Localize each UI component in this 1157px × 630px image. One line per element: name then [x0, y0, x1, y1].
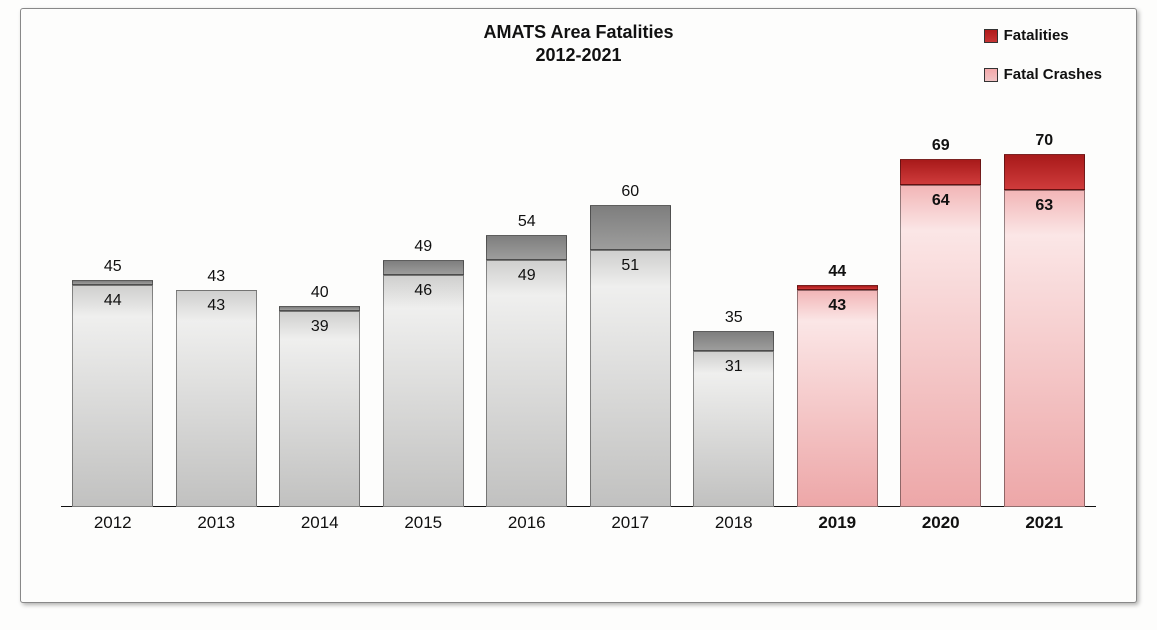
bar-value-fatalities: 69: [900, 137, 981, 155]
legend-item: Fatalities: [984, 27, 1102, 44]
legend-swatch: [984, 68, 998, 82]
bar-group: 49542016: [486, 104, 567, 507]
bar-segment-fatalities: [590, 205, 671, 250]
bar-stack: 6370: [1004, 154, 1085, 507]
x-axis-label: 2019: [797, 513, 878, 533]
bar-value-fatalities: 40: [279, 284, 360, 302]
title-line-2: 2012-2021: [535, 45, 621, 65]
x-axis-label: 2017: [590, 513, 671, 533]
bar-group: 46492015: [383, 104, 464, 507]
bar-value-fatalities: 43: [176, 268, 257, 286]
bar-segment-fatal-crashes: 46: [383, 275, 464, 507]
bar-stack: 3940: [279, 306, 360, 508]
bar-segment-fatal-crashes: 43: [797, 290, 878, 507]
bar-value-fatalities: 60: [590, 183, 671, 201]
x-axis-label: 2013: [176, 513, 257, 533]
bar-group: 44452012: [72, 104, 153, 507]
bar-group: 43432013: [176, 104, 257, 507]
bar-stack: 6469: [900, 159, 981, 507]
bar-segment-fatal-crashes: 31: [693, 351, 774, 507]
bar-value-fatalities: 70: [1004, 132, 1085, 150]
bar-segment-fatal-crashes: 63: [1004, 190, 1085, 507]
bar-segment-fatalities: [279, 306, 360, 311]
chart-title: AMATS Area Fatalities 2012-2021: [21, 21, 1136, 66]
bar-value-crashes: 64: [901, 192, 980, 210]
x-axis-label: 2021: [1004, 513, 1085, 533]
bar-stack: 4954: [486, 235, 567, 507]
bar-value-crashes: 63: [1005, 197, 1084, 215]
bar-value-crashes: 51: [591, 257, 670, 275]
bar-segment-fatalities: [383, 260, 464, 275]
bar-segment-fatalities: [693, 331, 774, 351]
bar-value-crashes: 31: [694, 358, 773, 376]
title-line-1: AMATS Area Fatalities: [483, 22, 673, 42]
x-axis-label: 2020: [900, 513, 981, 533]
bar-value-crashes: 43: [798, 297, 877, 315]
bar-stack: 4343: [176, 290, 257, 507]
bar-value-fatalities: 54: [486, 213, 567, 231]
bar-segment-fatalities: [72, 280, 153, 285]
legend-label: Fatal Crashes: [1004, 66, 1102, 83]
bar-segment-fatal-crashes: 64: [900, 185, 981, 507]
bar-group: 51602017: [590, 104, 671, 507]
bar-segment-fatal-crashes: 49: [486, 260, 567, 507]
legend-label: Fatalities: [1004, 27, 1069, 44]
plot-area: 4445201243432013394020144649201549542016…: [61, 104, 1096, 507]
bar-value-fatalities: 49: [383, 238, 464, 256]
legend: Fatalities Fatal Crashes: [984, 27, 1102, 105]
bar-group: 39402014: [279, 104, 360, 507]
bar-segment-fatalities: [900, 159, 981, 184]
legend-item: Fatal Crashes: [984, 66, 1102, 83]
x-axis-label: 2016: [486, 513, 567, 533]
bar-stack: 3135: [693, 331, 774, 507]
chart-frame: AMATS Area Fatalities 2012-2021 Fatalitie…: [20, 8, 1137, 603]
bar-segment-fatal-crashes: 39: [279, 311, 360, 507]
bar-stack: 4344: [797, 285, 878, 507]
bar-value-crashes: 46: [384, 282, 463, 300]
x-axis-label: 2018: [693, 513, 774, 533]
bar-segment-fatal-crashes: 51: [590, 250, 671, 507]
legend-swatch: [984, 29, 998, 43]
bar-segment-fatalities: [797, 285, 878, 290]
bar-value-fatalities: 45: [72, 258, 153, 276]
bar-value-crashes: 43: [177, 297, 256, 315]
bar-group: 63702021: [1004, 104, 1085, 507]
bar-segment-fatal-crashes: 43: [176, 290, 257, 507]
x-axis-label: 2012: [72, 513, 153, 533]
bar-value-crashes: 44: [73, 292, 152, 310]
x-axis-label: 2014: [279, 513, 360, 533]
bar-stack: 4649: [383, 260, 464, 507]
bar-segment-fatalities: [1004, 154, 1085, 189]
bar-stack: 5160: [590, 205, 671, 507]
bar-stack: 4445: [72, 280, 153, 507]
bar-value-fatalities: 35: [693, 309, 774, 327]
bar-segment-fatalities: [486, 235, 567, 260]
bar-value-fatalities: 44: [797, 263, 878, 281]
bar-value-crashes: 39: [280, 318, 359, 336]
bar-segment-fatal-crashes: 44: [72, 285, 153, 507]
bar-group: 64692020: [900, 104, 981, 507]
x-axis-label: 2015: [383, 513, 464, 533]
bar-group: 31352018: [693, 104, 774, 507]
bar-group: 43442019: [797, 104, 878, 507]
bar-value-crashes: 49: [487, 267, 566, 285]
